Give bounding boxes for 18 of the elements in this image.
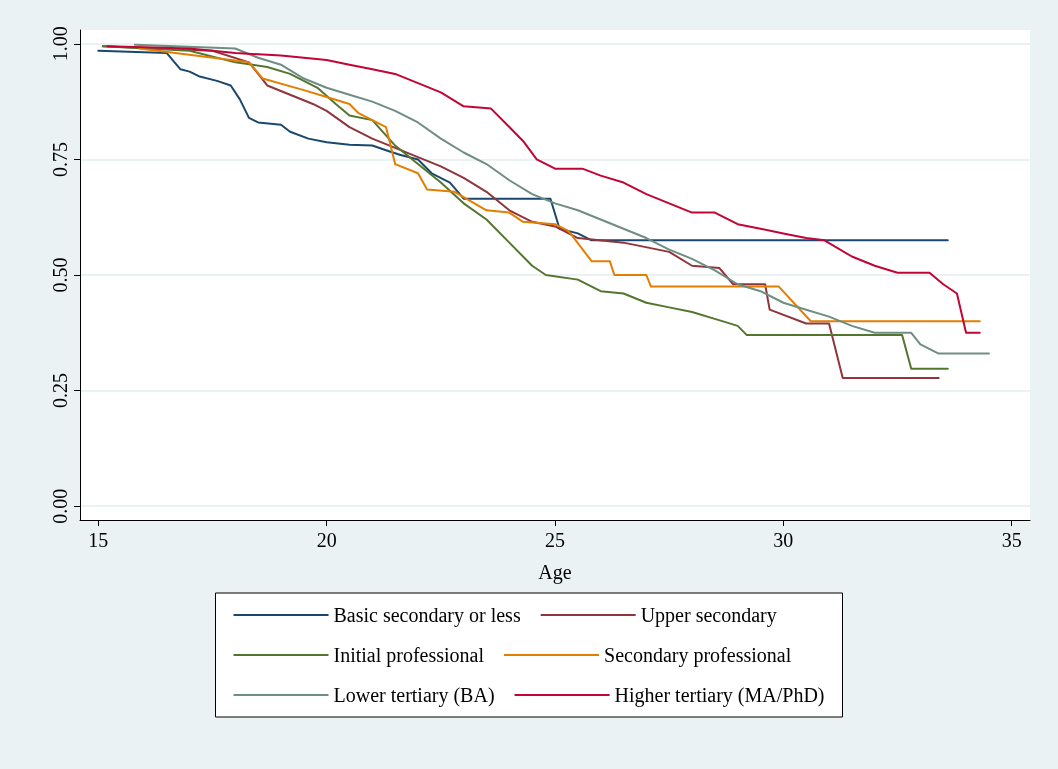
legend-label: Initial professional (333, 644, 485, 667)
x-axis-title: Age (538, 561, 572, 584)
legend-label: Higher tertiary (MA/PhD) (614, 684, 825, 707)
y-tick-label: 1.00 (49, 26, 71, 62)
legend-label: Basic secondary or less (333, 604, 521, 627)
y-tick-label: 0.50 (49, 257, 71, 293)
line-series (97, 49, 949, 242)
x-tick-label: 35 (1001, 529, 1022, 551)
legend-label: Lower tertiary (BA) (333, 684, 495, 707)
x-tick-label: 30 (773, 529, 794, 551)
legend-label: Secondary professional (604, 644, 792, 667)
y-tick-label: 0.25 (49, 373, 71, 409)
y-tick-label: 0.75 (49, 141, 71, 177)
x-tick-label: 25 (545, 529, 565, 551)
y-tick-label: 0.00 (49, 488, 71, 524)
x-tick-label: 15 (88, 529, 109, 551)
x-tick-label: 20 (316, 529, 337, 551)
legend-label: Upper secondary (640, 604, 777, 627)
